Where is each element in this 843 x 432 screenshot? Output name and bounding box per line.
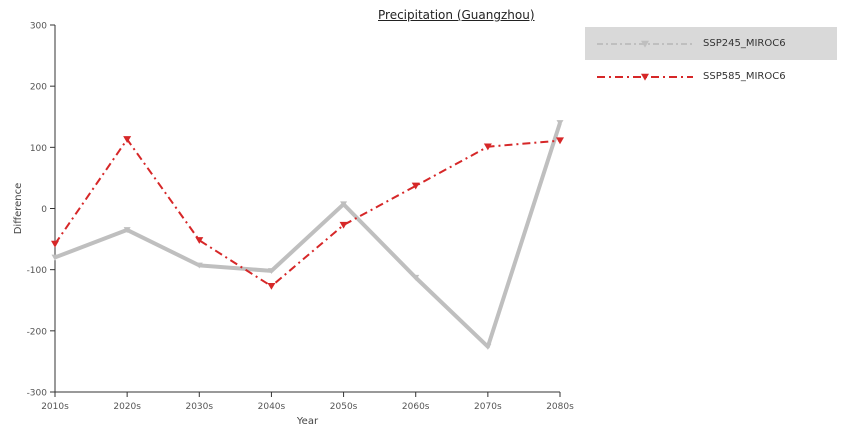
series-point-ssp245 <box>51 254 59 261</box>
x-tick-label: 2020s <box>113 402 141 412</box>
series-point-ssp585 <box>51 240 59 248</box>
x-tick-label: 2080s <box>546 402 574 412</box>
series-point-ssp585 <box>267 282 276 290</box>
series-point-ssp245 <box>412 274 420 281</box>
x-tick-label: 2060s <box>402 402 430 412</box>
y-tick-label: 0 <box>41 205 47 215</box>
legend-label-ssp585: SSP585_MIROC6 <box>703 71 786 82</box>
series-point-ssp245 <box>556 120 564 127</box>
series-point-ssp585 <box>339 221 348 229</box>
series-point-ssp245 <box>484 343 492 350</box>
legend-swatch-ssp585 <box>597 73 693 81</box>
series-point-ssp585 <box>195 237 204 244</box>
y-tick-label: -100 <box>27 266 48 276</box>
legend-marker <box>641 73 649 81</box>
series-line-ssp585 <box>54 138 561 288</box>
series-point-ssp245 <box>340 201 348 208</box>
y-tick-label: -200 <box>27 327 48 337</box>
series-line-ssp245 <box>54 122 562 349</box>
y-tick-label: 300 <box>30 22 47 32</box>
legend-item-ssp585[interactable]: SSP585_MIROC6 <box>585 60 837 93</box>
x-tick-label: 2040s <box>258 402 286 412</box>
y-axis-label: Difference <box>13 183 24 235</box>
x-tick-label: 2030s <box>185 402 213 412</box>
y-tick-label: -300 <box>27 389 48 399</box>
legend-swatch-ssp245 <box>597 40 693 48</box>
x-tick-label: 2010s <box>41 402 69 412</box>
series-point-ssp245 <box>195 262 203 269</box>
series-point-ssp585 <box>411 182 420 190</box>
x-axis-label: Year <box>296 416 319 427</box>
legend-marker <box>641 40 649 48</box>
series-point-ssp245 <box>123 227 131 234</box>
y-tick-label: 100 <box>30 144 47 154</box>
legend-item-ssp245[interactable]: SSP245_MIROC6 <box>585 27 837 60</box>
y-tick-label: 200 <box>30 83 47 93</box>
series-point-ssp585 <box>483 143 492 151</box>
chart-title: Precipitation (Guangzhou) <box>378 8 535 22</box>
legend-label-ssp245: SSP245_MIROC6 <box>703 38 786 49</box>
series-point-ssp585 <box>123 136 132 143</box>
x-tick-label: 2050s <box>330 402 358 412</box>
series-point-ssp585 <box>556 137 564 145</box>
legend: SSP245_MIROC6 SSP585_MIROC6 <box>585 27 837 93</box>
series-point-ssp245 <box>267 268 275 275</box>
x-tick-label: 2070s <box>474 402 502 412</box>
